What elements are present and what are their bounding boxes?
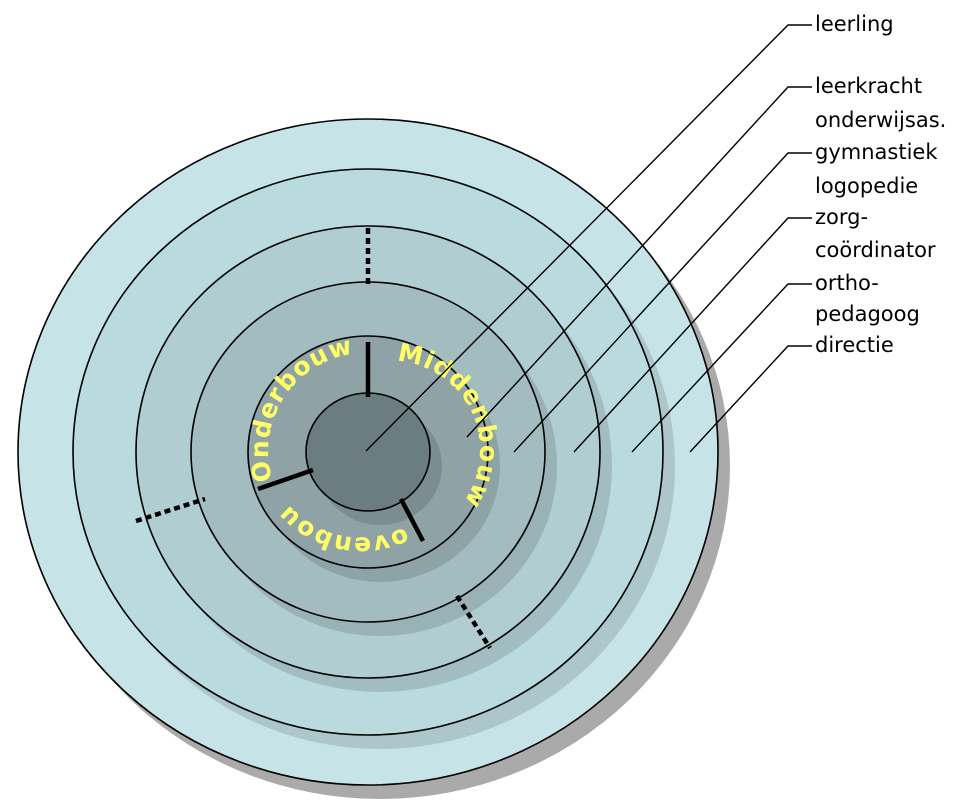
leader-lines (365, 24, 812, 453)
leader-line-directie (689, 345, 812, 453)
leader-line-leerling (365, 24, 812, 452)
label-leerling: leerling (815, 12, 894, 36)
ring-leerling (305, 392, 431, 512)
ring-labels: leerling leerkracht onderwijsas. gymnast… (815, 12, 946, 357)
dotted-divider-left (135, 496, 206, 524)
leader-line-leerkracht (466, 86, 812, 438)
dotted-divider-bottom (455, 594, 492, 650)
solid-dividers (257, 342, 425, 543)
label-zorg: zorg- (815, 205, 868, 229)
solid-divider-left (257, 467, 314, 492)
label-directie: directie (815, 333, 894, 357)
label-coordinator: coördinator (815, 238, 936, 262)
solid-divider-bottom (399, 497, 425, 543)
leader-line-ortho (631, 283, 812, 453)
label-logopedie: logopedie (815, 174, 918, 198)
dotted-dividers (135, 228, 492, 650)
leader-line-zorg (573, 217, 812, 453)
label-onderwijsas: onderwijsas. (815, 108, 946, 132)
label-ortho: ortho- (815, 271, 879, 295)
label-leerkracht: leerkracht (815, 74, 922, 98)
label-pedagoog: pedagoog (815, 302, 920, 326)
label-gymnastiek: gymnastiek (815, 140, 938, 164)
concentric-rings (17, 118, 719, 786)
leader-line-gymnastiek (513, 152, 812, 453)
